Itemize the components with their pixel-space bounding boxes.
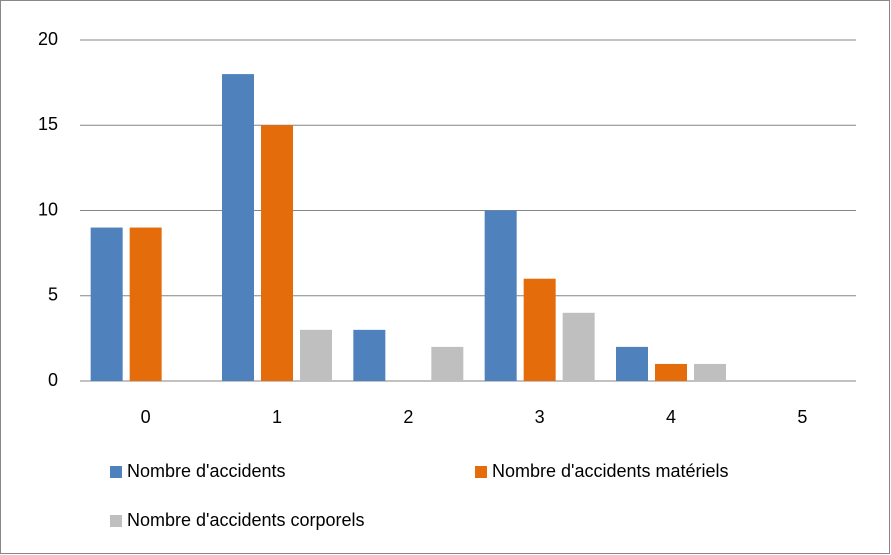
bar (694, 363, 726, 381)
bar (90, 227, 123, 381)
bar (300, 329, 332, 381)
bar (484, 210, 517, 381)
legend-swatch (475, 466, 487, 478)
bar (261, 125, 293, 381)
y-tick-label: 20 (38, 29, 58, 49)
bar (129, 227, 162, 381)
legend-label: Nombre d'accidents (127, 461, 286, 481)
x-tick-label: 2 (403, 407, 413, 427)
bar (431, 346, 464, 381)
y-tick-label: 5 (48, 285, 58, 305)
legend-swatch (110, 466, 122, 478)
legend-label: Nombre d'accidents matériels (492, 461, 729, 481)
x-tick-label: 3 (535, 407, 545, 427)
x-tick-label: 5 (797, 407, 807, 427)
legend-swatch (110, 515, 122, 527)
legend-label: Nombre d'accidents corporels (127, 510, 365, 530)
bar (616, 346, 648, 381)
bar (523, 278, 556, 381)
bar (353, 329, 386, 381)
x-tick-label: 1 (272, 407, 282, 427)
x-tick-label: 0 (141, 407, 151, 427)
y-tick-label: 10 (38, 199, 58, 219)
bar (562, 312, 595, 381)
bar (222, 74, 254, 381)
y-tick-label: 15 (38, 114, 58, 134)
bar (655, 363, 687, 381)
y-tick-label: 0 (48, 370, 58, 390)
x-tick-label: 4 (666, 407, 676, 427)
